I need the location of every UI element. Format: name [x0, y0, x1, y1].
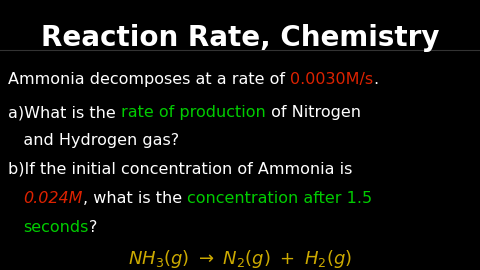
Text: , what is the: , what is the [83, 191, 187, 206]
Text: Reaction Rate, Chemistry: Reaction Rate, Chemistry [41, 24, 439, 52]
Text: seconds: seconds [24, 220, 89, 235]
Text: b)If the initial concentration of Ammonia is: b)If the initial concentration of Ammoni… [8, 162, 352, 177]
Text: concentration after 1.5: concentration after 1.5 [187, 191, 372, 206]
Text: Ammonia decomposes at a rate of: Ammonia decomposes at a rate of [8, 72, 290, 87]
Text: 0.0030M/s: 0.0030M/s [290, 72, 373, 87]
Text: 0.024M: 0.024M [24, 191, 83, 206]
Text: rate of production: rate of production [121, 105, 265, 120]
Text: .: . [373, 72, 378, 87]
Text: $NH_3(g)\ \rightarrow\ N_2(g)\ +\ H_2(g)$: $NH_3(g)\ \rightarrow\ N_2(g)\ +\ H_2(g)… [128, 248, 352, 270]
Text: a)What is the: a)What is the [8, 105, 121, 120]
Text: ?: ? [89, 220, 97, 235]
Text: and Hydrogen gas?: and Hydrogen gas? [8, 133, 179, 148]
Text: of Nitrogen: of Nitrogen [265, 105, 360, 120]
